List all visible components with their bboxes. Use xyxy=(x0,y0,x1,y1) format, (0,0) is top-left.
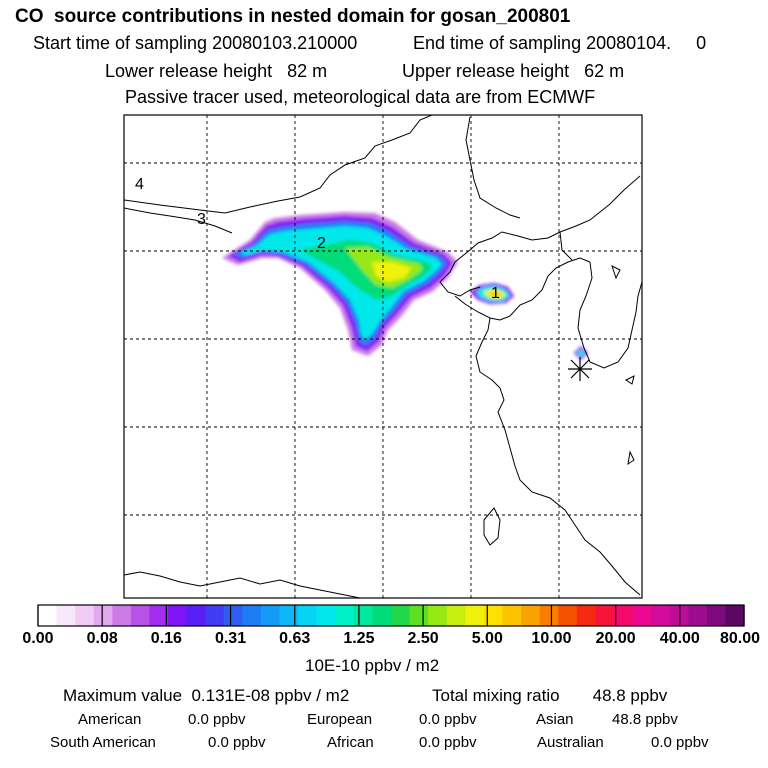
tracer-note: Passive tracer used, meteorological data… xyxy=(125,87,596,107)
region-label-4: 4 xyxy=(135,176,144,193)
colorbar-swatch xyxy=(186,605,206,626)
colorbar-tick-label: 20.00 xyxy=(595,630,636,647)
asian-label: Asian xyxy=(536,711,574,728)
asian-value: 48.8 ppbv xyxy=(612,711,678,728)
european-value: 0.0 ppbv xyxy=(419,711,477,728)
colorbar-swatch xyxy=(539,605,559,626)
colorbar-swatch xyxy=(112,605,132,626)
colorbar-swatch xyxy=(409,605,429,626)
colorbar-swatch xyxy=(205,605,225,626)
colorbar-swatch xyxy=(353,605,374,626)
colorbar-swatch xyxy=(446,605,466,626)
coastlines xyxy=(124,115,642,598)
south-american-value: 0.0 ppbv xyxy=(208,734,266,751)
australian-value: 0.0 ppbv xyxy=(651,734,709,751)
region-label-1: 1 xyxy=(491,285,500,302)
colorbar-swatch xyxy=(56,605,76,626)
colorbar-swatch xyxy=(613,605,634,626)
european-label: European xyxy=(307,711,373,728)
colorbar-swatch xyxy=(465,605,485,626)
map-panel: 1 2 3 4 xyxy=(123,114,643,599)
colorbar xyxy=(37,604,745,627)
colorbar-swatch xyxy=(279,605,299,626)
colorbar-swatch xyxy=(260,605,281,626)
map-frame xyxy=(123,114,643,599)
colorbar-tick-label: 0.16 xyxy=(150,630,182,647)
co-plume xyxy=(222,212,588,360)
colorbar-swatch xyxy=(75,605,95,626)
maximum-value-label: Maximum value 0.131E-08 ppbv / m2 xyxy=(63,686,350,705)
colorbar-swatch xyxy=(428,605,448,626)
total-mixing-ratio-label: Total mixing ratio 48.8 ppbv xyxy=(432,686,668,705)
colorbar-swatch xyxy=(130,605,151,626)
receptor-marker-icon xyxy=(568,357,592,381)
colorbar-swatch xyxy=(298,605,318,626)
american-value: 0.0 ppbv xyxy=(188,711,246,728)
colorbar-swatch xyxy=(391,605,411,626)
figure-title: CO source contributions in nested domain… xyxy=(15,6,571,27)
colorbar-swatch xyxy=(372,605,392,626)
colorbar-swatch xyxy=(93,605,113,626)
colorbar-tick-label: 80.00 xyxy=(719,630,761,647)
colorbar-tick-label: 10.00 xyxy=(531,630,572,647)
african-label: African xyxy=(327,734,374,751)
south-american-label: South American xyxy=(50,734,156,751)
colorbar-tick-label: 0.63 xyxy=(279,630,311,647)
colorbar-swatch xyxy=(688,605,708,626)
colorbar-swatch xyxy=(521,605,541,626)
colorbar-swatch xyxy=(223,605,243,626)
lower-release-label: Lower release height 82 m xyxy=(105,61,328,81)
colorbar-swatch xyxy=(576,605,596,626)
colorbar-tick-label: 0.31 xyxy=(214,630,247,647)
colorbar-units: 10E-10 ppbv / m2 xyxy=(305,656,440,675)
american-label: American xyxy=(78,711,142,728)
colorbar-swatch xyxy=(725,605,745,626)
start-time-label: Start time of sampling 20080103.210000 xyxy=(33,33,358,53)
end-time-label: End time of sampling 20080104. 0 xyxy=(413,33,707,53)
colorbar-tick-label: 40.00 xyxy=(659,630,700,647)
colorbar-swatch xyxy=(335,605,355,626)
colorbar-tick-label: 0.08 xyxy=(86,630,118,647)
colorbar-swatch xyxy=(558,605,578,626)
colorbar-swatch xyxy=(706,605,727,626)
colorbar-tick-label: 0.00 xyxy=(22,630,54,647)
lat-lon-grid xyxy=(124,115,642,598)
australian-label: Australian xyxy=(537,734,604,751)
colorbar-swatch xyxy=(595,605,615,626)
colorbar-swatch xyxy=(483,605,504,626)
colorbar-swatch xyxy=(149,605,169,626)
colorbar-swatch xyxy=(651,605,671,626)
colorbar-swatch xyxy=(502,605,522,626)
colorbar-swatch xyxy=(632,605,652,626)
colorbar-swatch xyxy=(316,605,336,626)
colorbar-tick-label: 1.25 xyxy=(343,630,375,647)
colorbar-tick-label: 2.50 xyxy=(407,630,439,647)
colorbar-tick-label: 5.00 xyxy=(471,630,503,647)
colorbar-swatch xyxy=(242,605,262,626)
colorbar-swatch xyxy=(38,605,58,626)
region-label-2: 2 xyxy=(317,235,326,252)
upper-release-label: Upper release height 62 m xyxy=(402,61,625,81)
colorbar-swatch xyxy=(168,605,188,626)
african-value: 0.0 ppbv xyxy=(419,734,477,751)
region-label-3: 3 xyxy=(197,211,206,228)
